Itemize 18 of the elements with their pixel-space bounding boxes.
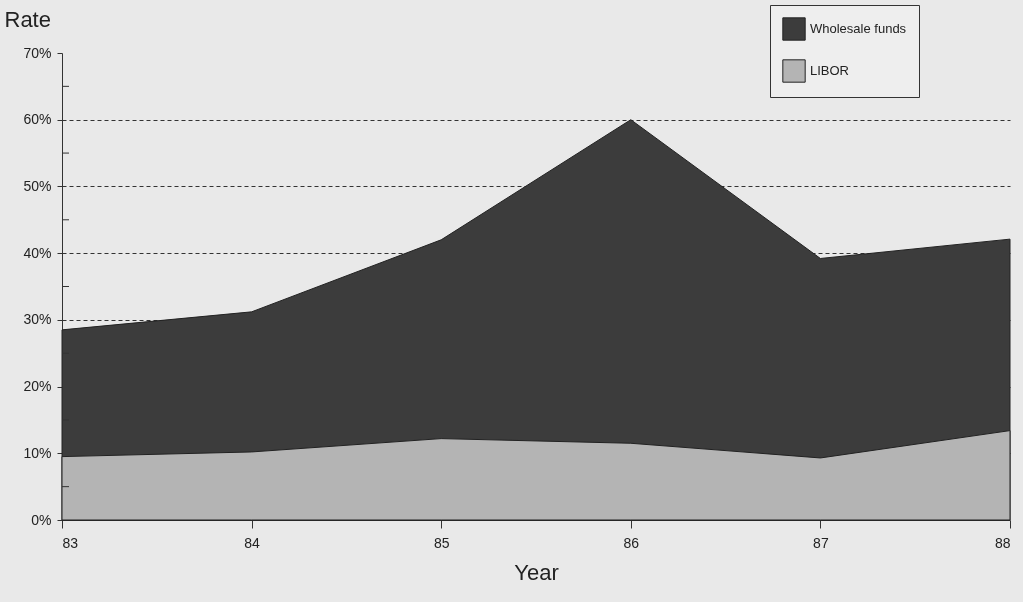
legend-label: Wholesale funds — [810, 21, 907, 36]
legend-label: LIBOR — [810, 63, 850, 78]
x-tick-label: 83 — [62, 534, 79, 551]
y-tick-label: 40% — [23, 244, 52, 261]
y-tick-label: 70% — [23, 44, 52, 61]
y-tick-label: 10% — [23, 444, 52, 461]
y-tick-label: 0% — [31, 511, 52, 528]
x-tick-label: 87 — [813, 534, 829, 551]
x-tick-label: 86 — [623, 534, 640, 551]
x-axis-title: Year — [514, 559, 559, 585]
x-tick-label: 88 — [994, 534, 1011, 551]
x-tick-label: 84 — [244, 534, 261, 551]
y-axis-title: Rate — [4, 6, 51, 32]
y-tick-label: 30% — [23, 311, 52, 328]
y-tick-label: 20% — [23, 378, 52, 395]
y-tick-label: 50% — [23, 177, 52, 194]
x-tick-label: 85 — [433, 534, 450, 551]
y-tick-label: 60% — [23, 111, 52, 128]
